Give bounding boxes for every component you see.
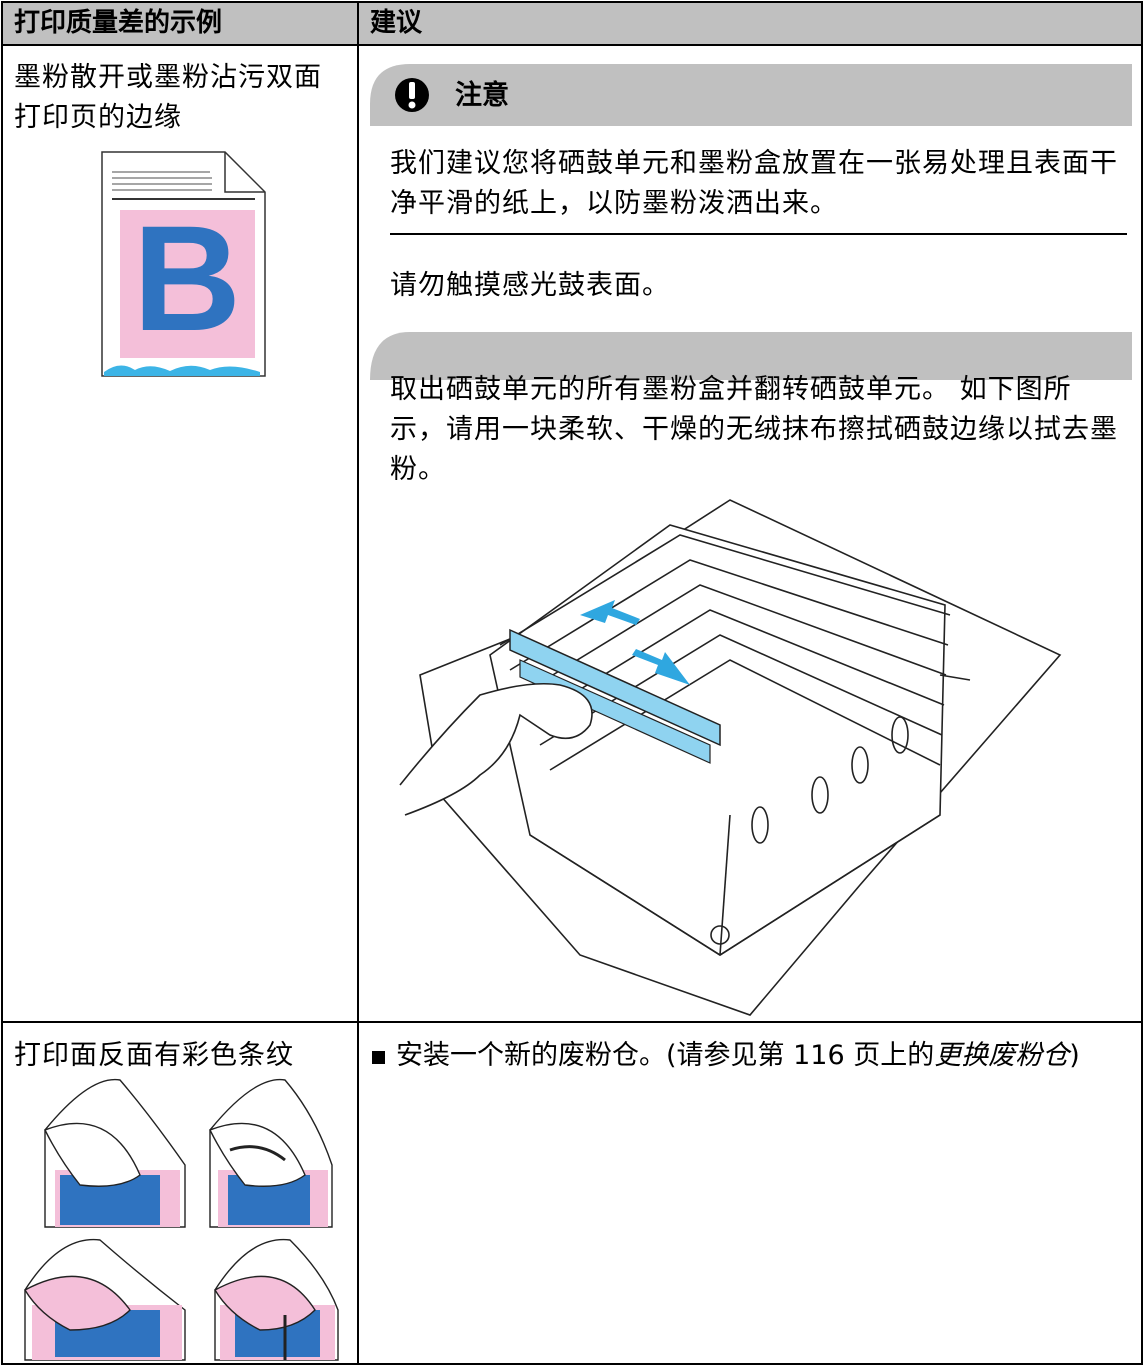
suggestion-text: ) xyxy=(1069,1040,1080,1071)
streak-samples xyxy=(24,1078,339,1361)
header-cell: 建议 xyxy=(370,8,423,38)
caution-frame xyxy=(370,64,1132,380)
svg-text:B: B xyxy=(133,194,241,362)
reference-link[interactable]: 更换废粉仓 xyxy=(934,1040,1070,1071)
caution-title: 注意 xyxy=(455,80,509,111)
instruction-text: 取出硒鼓单元的所有墨粉盒并翻转硒鼓单元。 如下图所示，请用一块柔软、干燥的无绒抹… xyxy=(390,374,1118,485)
caution-text: 请勿触摸感光鼓表面。 xyxy=(390,270,670,301)
drum-illustration xyxy=(399,499,1062,1016)
example-text: 打印面反面有彩色条纹 xyxy=(14,1040,294,1071)
suggestion-text: 安装一个新的废粉仓。(请参见第 116 页上的更换废粉仓) xyxy=(396,1036,1141,1076)
suggestion-text: 安装一个新的废粉仓。(请参见第 116 页上的 xyxy=(396,1040,935,1071)
example-text: 墨粉散开或墨粉沾污双面打印页的边缘 xyxy=(14,62,322,133)
caution-text: 我们建议您将硒鼓单元和墨粉盒放置在一张易处理且表面干净平滑的纸上，以防墨粉泼洒出… xyxy=(390,148,1118,219)
print-sample: B xyxy=(101,151,266,377)
header-row xyxy=(3,3,1141,46)
header-cell: 打印质量差的示例 xyxy=(14,8,223,38)
bullet xyxy=(372,1051,385,1064)
column-divider xyxy=(357,3,359,1365)
row-divider xyxy=(3,1021,1141,1023)
